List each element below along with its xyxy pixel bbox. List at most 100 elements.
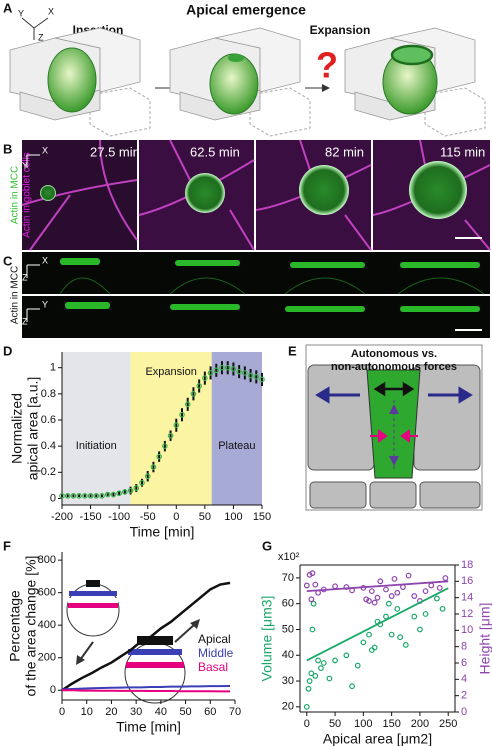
x-tick-label: 100 xyxy=(224,511,242,523)
data-point xyxy=(303,582,310,589)
data-point xyxy=(402,642,409,648)
panel-label: C xyxy=(3,253,13,268)
data-point xyxy=(308,596,315,603)
data-point xyxy=(383,613,389,620)
region xyxy=(62,352,131,505)
data-point xyxy=(309,570,316,577)
x-tick-label: 0 xyxy=(304,718,310,730)
axis-letter: X xyxy=(42,145,48,155)
data-point xyxy=(310,600,317,607)
axis-multiplier: x10² xyxy=(278,551,300,563)
data-point xyxy=(354,662,361,669)
x-tick-label: 150 xyxy=(382,718,400,730)
data-point xyxy=(59,493,65,499)
time-label: 82 min xyxy=(325,144,364,159)
data-point xyxy=(236,368,242,375)
region-label: Plateau xyxy=(218,440,255,452)
data-point xyxy=(133,485,140,491)
channel-label: Actin in MCC xyxy=(10,266,21,324)
x-tick-label: 200 xyxy=(411,718,429,730)
data-point xyxy=(320,660,327,666)
data-point xyxy=(167,432,174,439)
data-point xyxy=(110,491,117,498)
axis-letter: Z xyxy=(22,316,28,326)
data-point xyxy=(391,575,398,582)
y-axis-label: of the area change [%] xyxy=(23,556,39,697)
y-tick-label: 60 xyxy=(282,598,294,610)
y-axis-label: Normalized xyxy=(9,393,25,464)
data-point xyxy=(411,593,418,599)
data-point xyxy=(207,370,214,376)
data-point xyxy=(366,631,372,638)
y-tick-label: 40 xyxy=(282,649,294,661)
x-tick-label: 50 xyxy=(199,511,211,523)
axis-letter: Y xyxy=(22,160,28,170)
x-tick-label: 150 xyxy=(253,511,271,523)
data-point xyxy=(368,588,375,595)
y2-tick-label: 2 xyxy=(461,690,467,702)
data-point xyxy=(371,644,378,651)
data-point xyxy=(442,575,449,581)
apical-domain xyxy=(390,44,434,66)
y-axis-label: Volume [μm3] xyxy=(259,596,275,682)
y-axis-label: Percentage xyxy=(7,590,23,662)
y2-tick-label: 18 xyxy=(461,559,473,571)
axis-letter: Z xyxy=(22,272,28,282)
image-row xyxy=(22,252,490,294)
data-point xyxy=(303,703,310,710)
data-point xyxy=(349,683,355,690)
data-point xyxy=(371,599,378,606)
data-point xyxy=(309,626,316,633)
x-axis-label: Time [min] xyxy=(116,719,181,735)
data-point xyxy=(230,366,237,372)
data-point xyxy=(388,593,395,599)
y-tick-label: 0 xyxy=(50,492,56,504)
legend-entry: Basal xyxy=(198,660,228,674)
x-tick-label: -150 xyxy=(80,511,102,523)
x-tick-label: 70 xyxy=(229,706,241,718)
data-point xyxy=(394,589,401,596)
channel-label: Actin in MCC xyxy=(10,166,21,224)
y-tick-label: 1 xyxy=(50,362,56,374)
data-point xyxy=(360,639,367,646)
time-label: 27.5 min xyxy=(90,144,140,159)
x-tick-label: 30 xyxy=(130,706,142,718)
arrow-head xyxy=(322,84,330,92)
data-point xyxy=(99,493,105,499)
data-point xyxy=(308,670,315,677)
panel-c: C Actin in MCC X Z Y Z xyxy=(3,252,490,338)
y-tick-label: 0.6 xyxy=(41,414,56,426)
data-point xyxy=(385,600,392,607)
y-tick-label: 0.4 xyxy=(41,440,56,452)
series-line xyxy=(61,581,231,692)
axis-letter: X xyxy=(42,255,48,265)
data-point xyxy=(326,675,333,682)
cell-outline xyxy=(59,277,485,295)
x-axis-label: Apical area [μm2] xyxy=(323,731,432,746)
data-point xyxy=(312,672,319,679)
data-point xyxy=(224,364,231,371)
x-tick-label: 100 xyxy=(354,718,372,730)
x-axis-label: Time [min] xyxy=(130,524,195,540)
data-point xyxy=(184,401,191,408)
step-label: Expansion xyxy=(310,23,371,37)
panel-e: E Autonomous vs. non-autonomous forces xyxy=(288,343,483,511)
y-tick-label: 30 xyxy=(282,675,294,687)
data-point xyxy=(127,487,134,494)
data-point xyxy=(247,372,254,379)
y-axis-label: apical area [a.u.] xyxy=(25,377,41,481)
data-point xyxy=(122,489,128,495)
panel-title: non-autonomous forces xyxy=(331,361,457,373)
data-point xyxy=(64,493,71,499)
data-point xyxy=(397,634,404,641)
data-point xyxy=(82,493,88,499)
mcc-cell xyxy=(209,53,259,115)
data-point xyxy=(439,605,446,612)
apical-domain xyxy=(228,54,244,62)
data-point xyxy=(116,490,122,497)
data-point xyxy=(405,572,412,579)
y-tick-label: 0 xyxy=(50,684,56,696)
axis-letter: Z xyxy=(38,32,44,42)
data-point xyxy=(87,493,94,499)
